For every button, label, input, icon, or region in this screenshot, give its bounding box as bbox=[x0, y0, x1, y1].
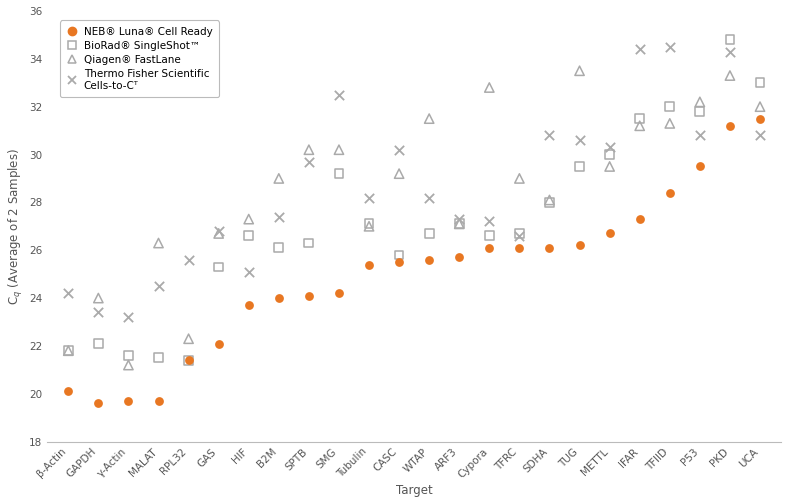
Point bbox=[273, 174, 285, 182]
Point bbox=[753, 103, 766, 111]
Point bbox=[273, 244, 285, 252]
Point bbox=[122, 351, 135, 359]
Point bbox=[693, 107, 706, 115]
Point bbox=[723, 47, 736, 55]
Point bbox=[392, 251, 405, 259]
Point bbox=[333, 170, 345, 178]
Point bbox=[723, 36, 736, 44]
Point bbox=[543, 196, 556, 204]
Point bbox=[483, 84, 496, 92]
Point bbox=[604, 143, 616, 151]
Point bbox=[62, 347, 75, 355]
Point bbox=[753, 114, 766, 122]
Point bbox=[122, 313, 135, 321]
Point bbox=[362, 222, 375, 230]
Point bbox=[152, 354, 165, 362]
Point bbox=[543, 198, 556, 206]
Point bbox=[663, 43, 676, 51]
Point bbox=[152, 282, 165, 290]
Point bbox=[423, 114, 436, 122]
Point bbox=[92, 340, 105, 348]
Point bbox=[212, 263, 225, 271]
Point bbox=[152, 397, 165, 405]
Point bbox=[122, 397, 135, 405]
Point bbox=[753, 132, 766, 140]
Point bbox=[182, 335, 195, 343]
Point bbox=[634, 215, 646, 223]
Point bbox=[122, 361, 135, 369]
Point bbox=[693, 98, 706, 106]
Point bbox=[92, 294, 105, 302]
Point bbox=[243, 232, 255, 240]
Point bbox=[392, 146, 405, 154]
Point bbox=[513, 174, 526, 182]
Point bbox=[333, 289, 345, 297]
Point bbox=[453, 215, 466, 223]
Point bbox=[273, 294, 285, 302]
Point bbox=[362, 261, 375, 269]
Point bbox=[423, 194, 436, 202]
Point bbox=[573, 67, 585, 75]
Point bbox=[182, 356, 195, 364]
Point bbox=[303, 292, 315, 300]
Point bbox=[663, 103, 676, 111]
X-axis label: Target: Target bbox=[396, 484, 433, 497]
Point bbox=[634, 45, 646, 53]
Point bbox=[604, 162, 616, 170]
Point bbox=[604, 229, 616, 237]
Point bbox=[723, 72, 736, 80]
Point bbox=[634, 122, 646, 130]
Point bbox=[333, 91, 345, 99]
Point bbox=[573, 241, 585, 249]
Point bbox=[243, 268, 255, 276]
Point bbox=[513, 229, 526, 237]
Point bbox=[62, 347, 75, 355]
Point bbox=[303, 158, 315, 166]
Point bbox=[212, 229, 225, 237]
Point bbox=[243, 301, 255, 309]
Point bbox=[392, 258, 405, 266]
Point bbox=[212, 227, 225, 235]
Point bbox=[663, 189, 676, 197]
Point bbox=[513, 244, 526, 252]
Point bbox=[483, 244, 496, 252]
Point bbox=[753, 79, 766, 87]
Point bbox=[62, 388, 75, 396]
Point bbox=[243, 215, 255, 223]
Point bbox=[693, 162, 706, 170]
Point bbox=[663, 119, 676, 128]
Point bbox=[273, 213, 285, 221]
Point bbox=[92, 308, 105, 317]
Point bbox=[362, 194, 375, 202]
Point bbox=[513, 232, 526, 240]
Point bbox=[333, 146, 345, 154]
Point bbox=[483, 217, 496, 225]
Point bbox=[693, 132, 706, 140]
Point bbox=[362, 220, 375, 228]
Point bbox=[453, 220, 466, 228]
Point bbox=[723, 122, 736, 130]
Point bbox=[182, 356, 195, 364]
Point bbox=[182, 256, 195, 264]
Point bbox=[62, 289, 75, 297]
Point bbox=[392, 170, 405, 178]
Legend: NEB® Luna® Cell Ready, BioRad® SingleShot™, Qiagen® FastLane, Thermo Fisher Scie: NEB® Luna® Cell Ready, BioRad® SingleSho… bbox=[60, 21, 219, 97]
Point bbox=[453, 254, 466, 262]
Point bbox=[92, 399, 105, 407]
Point bbox=[543, 244, 556, 252]
Point bbox=[212, 340, 225, 348]
Point bbox=[573, 136, 585, 144]
Point bbox=[152, 239, 165, 247]
Point bbox=[423, 256, 436, 264]
Point bbox=[453, 220, 466, 228]
Point bbox=[634, 114, 646, 122]
Y-axis label: C$_q$ (Average of 2 Samples): C$_q$ (Average of 2 Samples) bbox=[7, 148, 25, 305]
Point bbox=[423, 229, 436, 237]
Point bbox=[604, 151, 616, 159]
Point bbox=[573, 162, 585, 170]
Point bbox=[483, 232, 496, 240]
Point bbox=[543, 132, 556, 140]
Point bbox=[303, 239, 315, 247]
Point bbox=[303, 146, 315, 154]
